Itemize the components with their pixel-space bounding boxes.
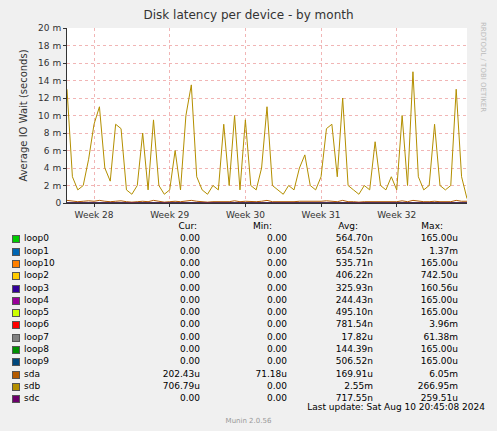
- html-text:165.00u: 165.00u: [420, 233, 458, 244]
- html-text:loop10: loop10: [24, 257, 55, 268]
- html-text:495.10n: 495.10n: [335, 307, 373, 318]
- html-text:165.00u: 165.00u: [420, 257, 458, 268]
- html-text:Avg:: Avg:: [338, 221, 358, 231]
- html-text:0.00: 0.00: [267, 344, 287, 354]
- html-text:0.00: 0.00: [180, 257, 200, 268]
- html-text:Last update: Sat Aug 10 20:45:: Last update: Sat Aug 10 20:45:08 2024: [307, 402, 485, 412]
- svg-text:4 m: 4 m: [44, 163, 61, 173]
- html-text:717.55n: 717.55n: [335, 393, 373, 404]
- svg-text:10 m: 10 m: [38, 111, 61, 121]
- html-text:506.52n: 506.52n: [335, 356, 373, 367]
- html-text:259.51u: 259.51u: [420, 393, 458, 404]
- html-text:loop2: loop2: [24, 270, 49, 281]
- svg-text:20 m: 20 m: [38, 23, 61, 33]
- html-text:0.00: 0.00: [267, 233, 287, 244]
- svg-text:16 m: 16 m: [38, 58, 61, 68]
- html-text:325.93n: 325.93n: [335, 282, 373, 293]
- html-text:loop1: loop1: [24, 245, 49, 256]
- html-text:742.50u: 742.50u: [420, 270, 458, 281]
- html-text:244.43n: 244.43n: [335, 294, 373, 305]
- html-text:165.00u: 165.00u: [420, 356, 458, 367]
- html-text:202.43u: 202.43u: [162, 368, 200, 379]
- html-text:sdc: sdc: [24, 393, 40, 404]
- html-text:266.95m: 266.95m: [417, 380, 458, 391]
- html-text:loop0: loop0: [24, 233, 49, 244]
- html-text:0.00: 0.00: [267, 257, 287, 268]
- html-text:0.00: 0.00: [267, 270, 287, 281]
- html-text:406.22n: 406.22n: [335, 270, 373, 281]
- html-text:17.82u: 17.82u: [341, 331, 373, 342]
- html-text:0.00: 0.00: [267, 356, 287, 367]
- html-text:loop9: loop9: [24, 356, 49, 367]
- svg-text:2 m: 2 m: [44, 181, 61, 191]
- html-text:71.18u: 71.18u: [255, 368, 287, 379]
- svg-text:Week 31: Week 31: [302, 210, 341, 220]
- html-text:654.52n: 654.52n: [335, 245, 373, 256]
- html-text:0.00: 0.00: [180, 245, 200, 256]
- html-text:0.00: 0.00: [267, 393, 287, 404]
- html-text:781.54n: 781.54n: [335, 319, 373, 330]
- html-text:RRDTOOL / TOBI OETIKER: RRDTOOL / TOBI OETIKER: [479, 22, 487, 113]
- html-text:0.00: 0.00: [180, 331, 200, 342]
- html-text:loop6: loop6: [24, 319, 49, 330]
- html-text:0.00: 0.00: [180, 233, 200, 244]
- html-text:564.70n: 564.70n: [335, 233, 373, 244]
- html-text:0.00: 0.00: [267, 319, 287, 330]
- svg-text:14 m: 14 m: [38, 76, 61, 86]
- html-text:Min:: Min:: [253, 221, 272, 231]
- html-text:loop5: loop5: [24, 307, 49, 318]
- html-text:0.00: 0.00: [267, 282, 287, 293]
- html-text:706.79u: 706.79u: [162, 380, 200, 391]
- html-text:loop3: loop3: [24, 282, 49, 293]
- html-text:0.00: 0.00: [180, 344, 200, 354]
- html-text:0.00: 0.00: [180, 294, 200, 305]
- html-text:0.00: 0.00: [267, 245, 287, 256]
- html-text:165.00u: 165.00u: [420, 294, 458, 305]
- html-text:165.00u: 165.00u: [420, 307, 458, 318]
- html-text:0.00: 0.00: [180, 319, 200, 330]
- svg-text:12 m: 12 m: [38, 93, 61, 103]
- html-text:0.00: 0.00: [180, 393, 200, 404]
- html-text:loop4: loop4: [24, 294, 49, 305]
- html-text:0.00: 0.00: [267, 380, 287, 391]
- html-text:0.00: 0.00: [180, 356, 200, 367]
- html-text:535.71n: 535.71n: [335, 257, 373, 268]
- html-text:144.39n: 144.39n: [335, 344, 373, 354]
- html-text:sdb: sdb: [24, 380, 41, 391]
- svg-text:8 m: 8 m: [44, 128, 61, 138]
- html-text:0.00: 0.00: [180, 270, 200, 281]
- svg-text:0: 0: [55, 198, 61, 208]
- html-text:61.38m: 61.38m: [423, 331, 458, 342]
- html-text:0.00: 0.00: [267, 294, 287, 305]
- svg-text:6 m: 6 m: [44, 146, 61, 156]
- html-text:1.37m: 1.37m: [429, 245, 458, 256]
- html-text:160.56u: 160.56u: [420, 282, 458, 293]
- html-text:Cur:: Cur:: [178, 221, 197, 231]
- html-text:6.05m: 6.05m: [429, 368, 458, 379]
- html-text:165.00u: 165.00u: [420, 344, 458, 354]
- html-text:Max:: Max:: [421, 221, 443, 231]
- html-text:loop7: loop7: [24, 331, 49, 342]
- svg-text:18 m: 18 m: [38, 41, 61, 51]
- html-text:0.00: 0.00: [267, 307, 287, 318]
- html-text:Munin 2.0.56: Munin 2.0.56: [225, 417, 272, 425]
- html-text:loop8: loop8: [24, 344, 49, 354]
- html-text:sda: sda: [24, 368, 40, 379]
- html-text:0.00: 0.00: [180, 282, 200, 293]
- svg-text:Week 32: Week 32: [377, 210, 416, 220]
- svg-text:Disk latency per device - by m: Disk latency per device - by month: [143, 8, 353, 22]
- svg-text:Week 28: Week 28: [75, 210, 114, 220]
- html-text:0.00: 0.00: [267, 331, 287, 342]
- html-text:2.55m: 2.55m: [344, 380, 373, 391]
- html-text:0.00: 0.00: [180, 307, 200, 318]
- html-text:3.96m: 3.96m: [429, 319, 458, 330]
- html-text:169.91u: 169.91u: [335, 368, 373, 379]
- svg-text:Week 30: Week 30: [226, 210, 265, 220]
- svg-text:Average IO Wait (seconds): Average IO Wait (seconds): [18, 49, 29, 181]
- svg-text:Week 29: Week 29: [150, 210, 189, 220]
